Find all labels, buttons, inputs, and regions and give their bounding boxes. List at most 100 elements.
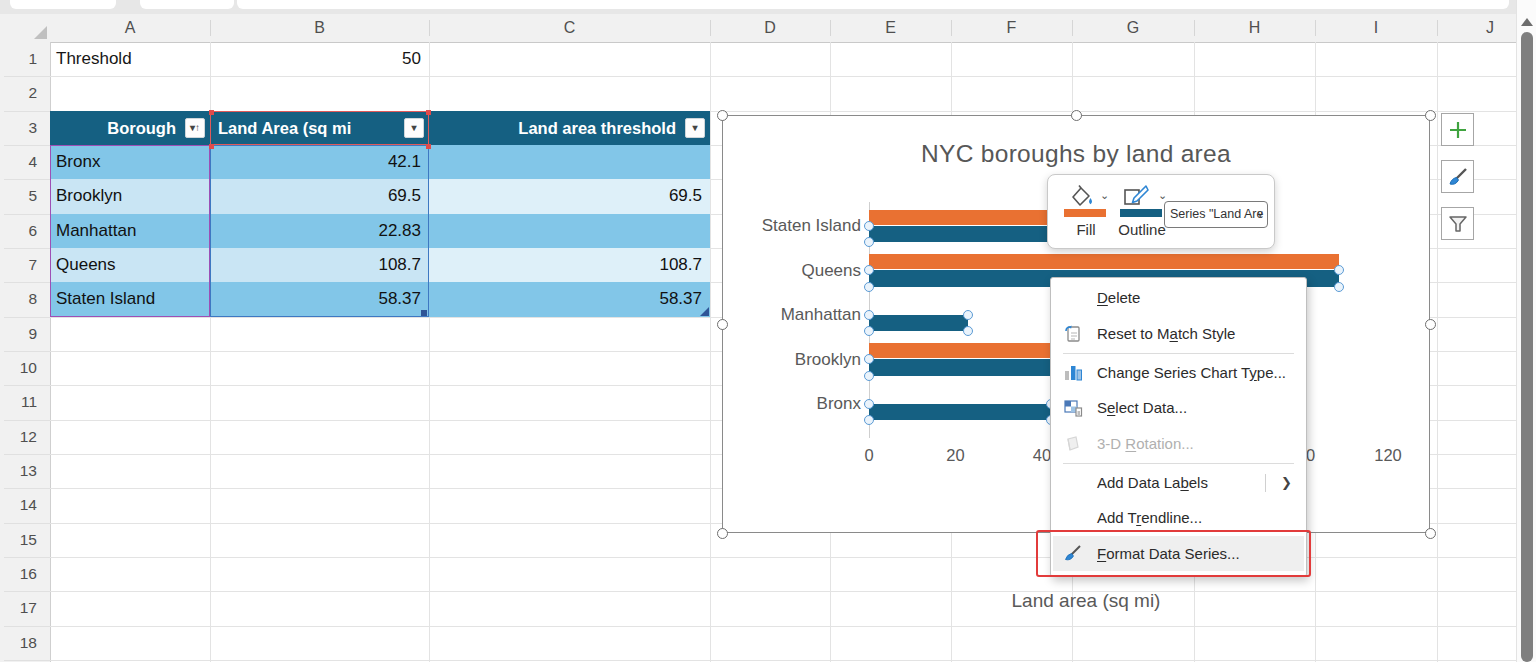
menu-item-change-series-chart-type[interactable]: Change Series Chart Type...: [1053, 355, 1304, 391]
column-header-d[interactable]: D: [740, 14, 800, 42]
table-resize-handle[interactable]: [700, 307, 709, 316]
select-all-corner[interactable]: [0, 14, 51, 43]
sort-ascending-filter-icon[interactable]: ▾↑: [185, 118, 205, 138]
row-header-4[interactable]: 4: [0, 145, 37, 179]
category-label-manhattan[interactable]: Manhattan: [723, 305, 861, 325]
table-cell-a7[interactable]: Queens: [50, 248, 210, 282]
row-header-3[interactable]: 3: [0, 111, 37, 145]
bar-land-area-sq-mi--manhattan[interactable]: [869, 315, 968, 332]
chart-resize-handle[interactable]: [717, 528, 728, 539]
submenu-chevron-icon[interactable]: ❯: [1281, 475, 1292, 490]
fill-handle[interactable]: [421, 310, 427, 316]
menu-item-add-trendline[interactable]: Add Trendline...: [1053, 500, 1304, 536]
chart-resize-handle[interactable]: [1425, 319, 1436, 330]
cell-a1[interactable]: Threshold: [56, 42, 132, 76]
series-selection-handle[interactable]: [864, 310, 874, 320]
outline-button[interactable]: ⌄ Outline: [1114, 183, 1170, 241]
table-header-threshold[interactable]: Land area threshold▾: [429, 111, 710, 145]
bar-land-area-sq-mi--bronx[interactable]: [869, 404, 1051, 421]
menu-item-add-data-labels[interactable]: Add Data Labels❯: [1053, 465, 1304, 501]
row-header-5[interactable]: 5: [0, 179, 37, 213]
cell-b1[interactable]: 50: [210, 42, 421, 76]
row-header-10[interactable]: 10: [0, 351, 37, 385]
row-header-8[interactable]: 8: [0, 282, 37, 316]
category-label-bronx[interactable]: Bronx: [723, 394, 861, 414]
menu-item-format-data-series[interactable]: Format Data Series...: [1053, 536, 1304, 572]
row-header-18[interactable]: 18: [0, 626, 37, 660]
x-axis-title[interactable]: Land area (sq mi): [1012, 590, 1161, 612]
series-selection-handle[interactable]: [864, 221, 874, 231]
row-header-11[interactable]: 11: [0, 385, 37, 419]
row-header-15[interactable]: 15: [0, 523, 37, 557]
bar-land-area-threshold-queens[interactable]: [869, 254, 1339, 269]
table-cell-b8[interactable]: 58.37: [210, 282, 429, 316]
table-cell-c8[interactable]: 58.37: [429, 282, 710, 316]
chart-resize-handle[interactable]: [717, 319, 728, 330]
table-cell-a5[interactable]: Brooklyn: [50, 179, 210, 213]
column-header-h[interactable]: H: [1225, 14, 1285, 42]
chart-resize-handle[interactable]: [717, 110, 728, 121]
column-header-j[interactable]: J: [1460, 14, 1520, 42]
row-header-12[interactable]: 12: [0, 420, 37, 454]
row-header-7[interactable]: 7: [0, 248, 37, 282]
category-label-brooklyn[interactable]: Brooklyn: [723, 350, 861, 370]
category-label-staten-island[interactable]: Staten Island: [723, 216, 861, 236]
table-cell-c6[interactable]: [429, 214, 710, 248]
chart-styles-button[interactable]: [1441, 160, 1474, 193]
fill-dropdown-chevron[interactable]: ⌄: [1100, 189, 1109, 202]
row-header-17[interactable]: 17: [0, 591, 37, 625]
row-header-9[interactable]: 9: [0, 317, 37, 351]
series-selection-handle[interactable]: [864, 354, 874, 364]
column-header-b[interactable]: B: [290, 14, 350, 42]
menu-item-select-data[interactable]: Select Data...: [1053, 390, 1304, 426]
table-cell-c5[interactable]: 69.5: [429, 179, 710, 213]
chart-resize-handle[interactable]: [1425, 110, 1436, 121]
row-headers[interactable]: 123456789101112131415161718: [0, 42, 51, 662]
series-selection-handle[interactable]: [864, 265, 874, 275]
row-header-1[interactable]: 1: [0, 42, 37, 76]
table-cell-a4[interactable]: Bronx: [50, 145, 210, 179]
menu-item-reset-to-match-style[interactable]: Reset to Match Style: [1053, 316, 1304, 352]
row-header-2[interactable]: 2: [0, 76, 37, 110]
column-header-g[interactable]: G: [1103, 14, 1163, 42]
series-selection-handle[interactable]: [963, 326, 973, 336]
table-cell-b6[interactable]: 22.83: [210, 214, 429, 248]
chart-elements-button[interactable]: [1441, 113, 1474, 146]
chart-resize-handle[interactable]: [1425, 528, 1436, 539]
table-cell-b4[interactable]: 42.1: [210, 145, 429, 179]
table-cell-b7[interactable]: 108.7: [210, 248, 429, 282]
series-selection-handle[interactable]: [1334, 265, 1344, 275]
series-selection-handle[interactable]: [864, 399, 874, 409]
series-selection-handle[interactable]: [864, 415, 874, 425]
series-selection-handle[interactable]: [864, 237, 874, 247]
series-selection-handle[interactable]: [864, 371, 874, 381]
vertical-scrollbar[interactable]: [1516, 0, 1536, 662]
series-selection-handle[interactable]: [963, 310, 973, 320]
outline-dropdown-chevron[interactable]: ⌄: [1158, 189, 1167, 202]
column-header-f[interactable]: F: [982, 14, 1042, 42]
row-header-6[interactable]: 6: [0, 214, 37, 248]
column-headers[interactable]: ABCDEFGHIJ: [50, 14, 1516, 43]
row-header-14[interactable]: 14: [0, 488, 37, 522]
table-cell-a8[interactable]: Staten Island: [50, 282, 210, 316]
table-header-borough[interactable]: Borough▾↑: [50, 111, 210, 145]
column-header-i[interactable]: I: [1346, 14, 1406, 42]
column-header-c[interactable]: C: [540, 14, 600, 42]
scrollbar-thumb[interactable]: [1521, 32, 1533, 662]
filter-icon[interactable]: ▾: [685, 118, 705, 138]
category-label-queens[interactable]: Queens: [723, 261, 861, 281]
table-cell-c4[interactable]: [429, 145, 710, 179]
filter-icon[interactable]: ▾: [404, 118, 424, 138]
menu-item-delete[interactable]: Delete: [1053, 280, 1304, 316]
table-cell-c7[interactable]: 108.7: [429, 248, 710, 282]
table-cell-b5[interactable]: 69.5: [210, 179, 429, 213]
row-header-13[interactable]: 13: [0, 454, 37, 488]
fill-button[interactable]: ⌄ Fill: [1058, 183, 1114, 241]
chart-resize-handle[interactable]: [1071, 110, 1082, 121]
column-header-a[interactable]: A: [100, 14, 160, 42]
series-selection-handle[interactable]: [864, 282, 874, 292]
table-cell-a6[interactable]: Manhattan: [50, 214, 210, 248]
chart-filters-button[interactable]: [1441, 207, 1474, 240]
series-selection-handle[interactable]: [1334, 282, 1344, 292]
column-header-e[interactable]: E: [861, 14, 921, 42]
